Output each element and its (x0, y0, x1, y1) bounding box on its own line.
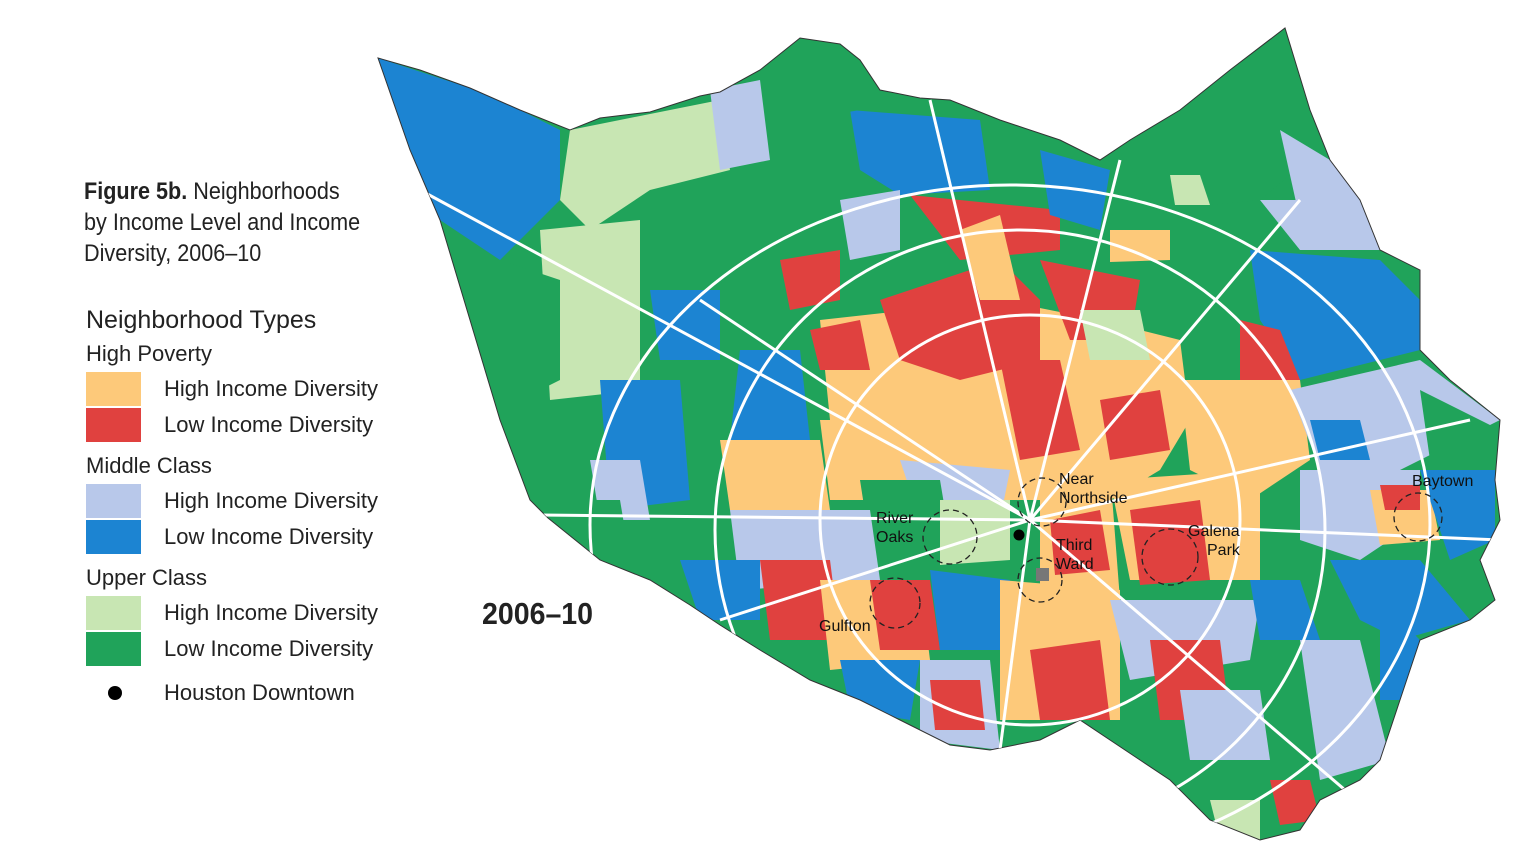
legend-item: High Income Diversity (86, 371, 426, 407)
legend-label: High Income Diversity (164, 488, 378, 513)
label-near-northside-2: Northside (1059, 490, 1128, 507)
label-near-northside-1: Near (1059, 471, 1094, 488)
district-outlines (869, 477, 1443, 629)
label-third-ward-2: Ward (1056, 556, 1094, 573)
third-ward-marker (1036, 568, 1049, 581)
legend-group-high-poverty: High Poverty (86, 341, 212, 366)
legend-label: Low Income Diversity (164, 636, 374, 661)
legend-label: High Income Diversity (164, 376, 378, 401)
figure-title-text: Neighborhoods by Income Level and Income… (84, 178, 361, 267)
legend-group-middle-class: Middle Class (86, 453, 212, 478)
legend-label-downtown: Houston Downtown (164, 680, 355, 705)
swatch-upper-class-high-diversity (86, 596, 141, 630)
legend-item: Low Income Diversity (86, 519, 426, 555)
highway-network (419, 99, 1500, 840)
swatch-upper-class-low-diversity (86, 632, 141, 666)
legend-item: Low Income Diversity (86, 631, 426, 667)
legend-item: High Income Diversity (86, 595, 426, 631)
label-gulfton: Gulfton (819, 618, 871, 635)
swatch-middle-class-low-diversity (86, 520, 141, 554)
legend-label: Low Income Diversity (164, 524, 374, 549)
year-label: 2006–10 (482, 596, 594, 631)
label-galena-park-1: Galena (1188, 523, 1240, 540)
downtown-dot-icon (108, 686, 122, 700)
swatch-middle-class-high-diversity (86, 484, 141, 518)
label-galena-park-2: Park (1207, 542, 1241, 559)
swatch-high-poverty-high-diversity (86, 372, 141, 406)
legend-heading: Neighborhood Types (86, 306, 317, 334)
county-outline (377, 27, 1501, 841)
legend-group-upper-class: Upper Class (86, 565, 208, 590)
label-baytown: Baytown (1412, 473, 1473, 490)
legend-item: High Income Diversity (86, 483, 426, 519)
place-labels: Near Northside River Oaks Third Ward Gal… (819, 471, 1473, 635)
legend-downtown: Houston Downtown (86, 673, 426, 713)
legend-label: Low Income Diversity (164, 412, 374, 437)
label-third-ward-1: Third (1056, 537, 1092, 554)
figure-label: Figure 5b. (84, 178, 188, 205)
downtown-dot (1013, 529, 1025, 541)
figure-title: Figure 5b. Neighborhoods by Income Level… (84, 176, 363, 269)
label-river-oaks-2: Oaks (876, 529, 913, 546)
legend-item: Low Income Diversity (86, 407, 426, 443)
swatch-high-poverty-low-diversity (86, 408, 141, 442)
legend-label: High Income Diversity (164, 600, 378, 625)
label-river-oaks-1: River (876, 510, 914, 527)
legend: Neighborhood Types High Poverty High Inc… (86, 306, 426, 713)
